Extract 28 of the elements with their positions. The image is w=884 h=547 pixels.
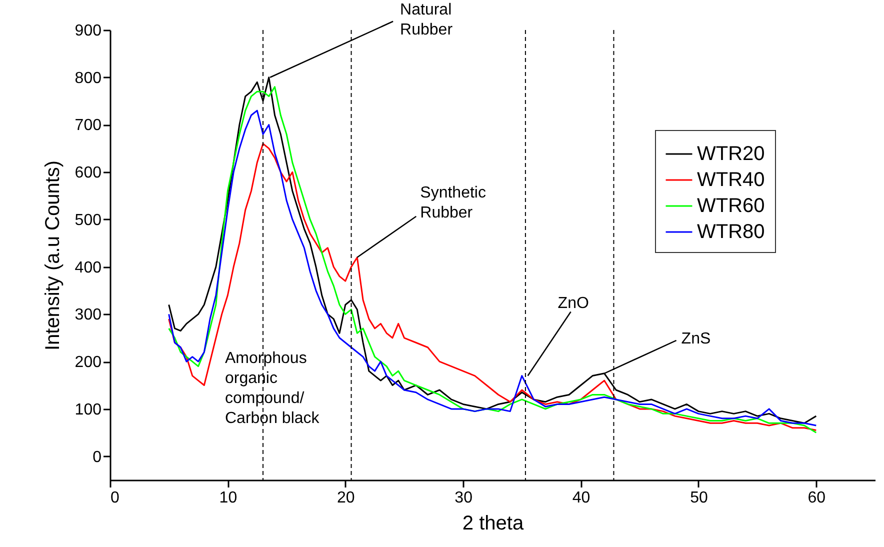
y-tick-label: 800 <box>74 70 102 87</box>
legend-label: WTR80 <box>697 221 765 243</box>
x-tick-label: 60 <box>808 490 826 506</box>
x-tick-label: 50 <box>690 490 708 506</box>
y-tick-label: 200 <box>74 354 102 372</box>
legend-label: WTR40 <box>697 169 765 191</box>
y-tick-label: 600 <box>74 164 102 182</box>
y-tick-label: 500 <box>74 212 102 229</box>
y-axis-title: Intensity (a.u Counts) <box>42 160 64 351</box>
x-tick-label: 40 <box>572 490 590 506</box>
y-tick-label: 700 <box>74 117 102 134</box>
y-tick-label: 300 <box>74 306 102 324</box>
x-tick-label: 20 <box>336 490 355 506</box>
x-tick-label: 0 <box>110 490 120 506</box>
y-tick-label: 900 <box>74 22 102 40</box>
annotation: Synthetic Rubber <box>420 184 486 222</box>
x-axis-title: 2 theta <box>462 512 524 534</box>
annotation: ZnO <box>558 294 589 312</box>
y-tick-label: 100 <box>74 401 102 418</box>
annotation: Natural Rubber <box>400 1 454 38</box>
x-tick-label: 30 <box>454 490 473 506</box>
y-tick-label: 400 <box>74 259 102 276</box>
annotation: ZnS <box>681 330 711 348</box>
legend-label: WTR20 <box>697 143 765 165</box>
y-tick-label: 0 <box>92 448 102 466</box>
annotation: Amorphous organic compound/ Carbon black <box>225 350 320 427</box>
legend-label: WTR60 <box>697 195 765 217</box>
x-tick-label: 10 <box>219 490 238 506</box>
